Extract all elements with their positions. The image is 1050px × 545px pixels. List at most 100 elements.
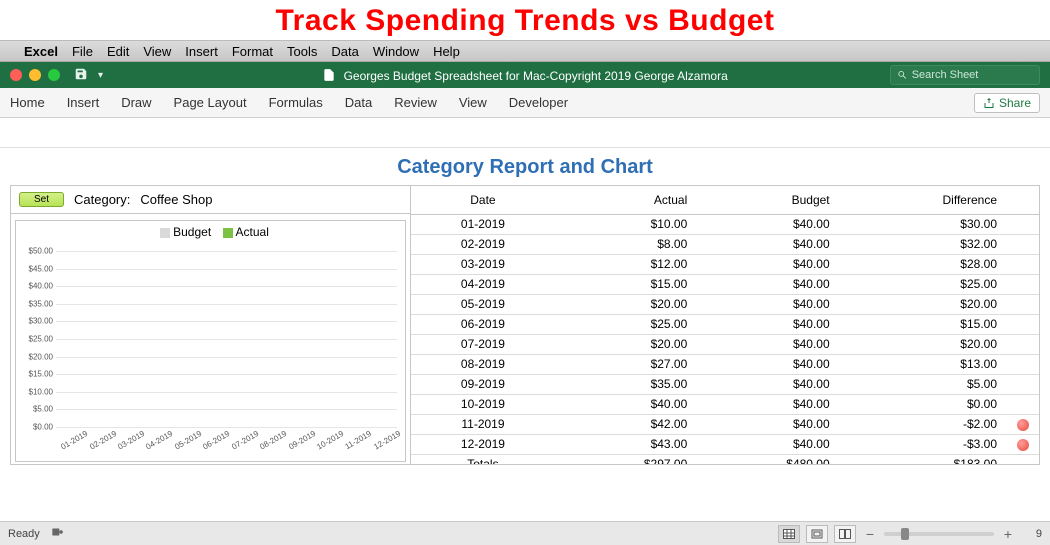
menu-view[interactable]: View <box>143 44 171 59</box>
cell-date: 02-2019 <box>411 234 555 254</box>
cell-date: 06-2019 <box>411 314 555 334</box>
cell-budget: $40.00 <box>697 294 839 314</box>
table-row: 11-2019$42.00$40.00-$2.00 <box>411 414 1039 434</box>
zoom-out-button[interactable]: − <box>862 526 878 542</box>
view-page-break-button[interactable] <box>834 525 856 543</box>
table-row: 10-2019$40.00$40.00$0.00 <box>411 394 1039 414</box>
menu-data[interactable]: Data <box>331 44 358 59</box>
table-row: 09-2019$35.00$40.00$5.00 <box>411 374 1039 394</box>
tab-data[interactable]: Data <box>345 95 372 110</box>
table-header-row: Date Actual Budget Difference <box>411 186 1039 214</box>
cell-date: 05-2019 <box>411 294 555 314</box>
y-axis-label: $50.00 <box>29 247 53 256</box>
category-row: Set Category: Coffee Shop <box>11 186 410 214</box>
x-axis-label: 12-2019 <box>372 429 402 451</box>
macro-record-icon[interactable] <box>50 525 64 542</box>
cell-indicator <box>1007 294 1039 314</box>
table-row: 12-2019$43.00$40.00-$3.00 <box>411 434 1039 454</box>
y-axis-label: $20.00 <box>29 352 53 361</box>
app-menu[interactable]: Excel <box>24 44 58 59</box>
menu-window[interactable]: Window <box>373 44 419 59</box>
document-title: Georges Budget Spreadsheet for Mac-Copyr… <box>0 68 1050 83</box>
cell-budget: $40.00 <box>697 374 839 394</box>
x-axis-label: 07-2019 <box>230 429 260 451</box>
cell-date: 07-2019 <box>411 334 555 354</box>
cell-totals-budget: $480.00 <box>697 454 839 464</box>
cell-indicator <box>1007 214 1039 234</box>
report-left: Set Category: Coffee Shop Budget Actual … <box>11 186 411 464</box>
menu-tools[interactable]: Tools <box>287 44 317 59</box>
table-row: 08-2019$27.00$40.00$13.00 <box>411 354 1039 374</box>
table-row: 02-2019$8.00$40.00$32.00 <box>411 234 1039 254</box>
menu-format[interactable]: Format <box>232 44 273 59</box>
table-row: 03-2019$12.00$40.00$28.00 <box>411 254 1039 274</box>
cell-actual: $43.00 <box>555 434 697 454</box>
table-row: 07-2019$20.00$40.00$20.00 <box>411 334 1039 354</box>
legend-budget-label: Budget <box>173 225 211 239</box>
col-actual: Actual <box>555 186 697 214</box>
chart-plot: $0.00$5.00$10.00$15.00$20.00$25.00$30.00… <box>56 251 397 427</box>
cell-indicator <box>1007 434 1039 454</box>
share-button[interactable]: Share <box>974 93 1040 113</box>
cell-date: 04-2019 <box>411 274 555 294</box>
view-page-layout-button[interactable] <box>806 525 828 543</box>
x-axis-label: 08-2019 <box>258 429 288 451</box>
cell-actual: $40.00 <box>555 394 697 414</box>
x-axis-label: 11-2019 <box>344 429 373 451</box>
cell-budget: $40.00 <box>697 354 839 374</box>
cell-actual: $10.00 <box>555 214 697 234</box>
view-normal-button[interactable] <box>778 525 800 543</box>
cell-totals-difference: $183.00 <box>840 454 1007 464</box>
cell-difference: $0.00 <box>840 394 1007 414</box>
mac-menubar: Excel File Edit View Insert Format Tools… <box>0 40 1050 62</box>
x-axis-label: 04-2019 <box>145 429 175 451</box>
x-axis-label: 01-2019 <box>59 429 89 451</box>
cell-actual: $12.00 <box>555 254 697 274</box>
y-axis-label: $35.00 <box>29 299 53 308</box>
chart: Budget Actual $0.00$5.00$10.00$15.00$20.… <box>15 220 406 462</box>
cell-difference: -$2.00 <box>840 414 1007 434</box>
statusbar: Ready − + 9 <box>0 521 1050 545</box>
tab-insert[interactable]: Insert <box>67 95 100 110</box>
category-label: Category: <box>74 192 130 207</box>
y-axis-label: $25.00 <box>29 335 53 344</box>
legend-budget-swatch <box>160 228 170 238</box>
tab-draw[interactable]: Draw <box>121 95 151 110</box>
cell-indicator <box>1007 254 1039 274</box>
zoom-in-button[interactable]: + <box>1000 526 1016 542</box>
report-right: Date Actual Budget Difference 01-2019$10… <box>411 186 1039 464</box>
cell-budget: $40.00 <box>697 334 839 354</box>
cell-actual: $27.00 <box>555 354 697 374</box>
cell-budget: $40.00 <box>697 254 839 274</box>
cell-indicator <box>1007 314 1039 334</box>
cell-actual: $35.00 <box>555 374 697 394</box>
table-row: 01-2019$10.00$40.00$30.00 <box>411 214 1039 234</box>
menu-help[interactable]: Help <box>433 44 460 59</box>
tab-developer[interactable]: Developer <box>509 95 568 110</box>
tab-home[interactable]: Home <box>10 95 45 110</box>
cell-totals-label: Totals <box>411 454 555 464</box>
menu-file[interactable]: File <box>72 44 93 59</box>
tab-page-layout[interactable]: Page Layout <box>174 95 247 110</box>
cell-difference: $30.00 <box>840 214 1007 234</box>
y-axis-label: $10.00 <box>29 387 53 396</box>
cell-budget: $40.00 <box>697 414 839 434</box>
menu-edit[interactable]: Edit <box>107 44 129 59</box>
zoom-slider[interactable] <box>884 532 994 536</box>
y-axis-label: $0.00 <box>33 423 53 432</box>
negative-indicator-icon <box>1017 419 1029 431</box>
cell-date: 11-2019 <box>411 414 555 434</box>
cell-difference: $20.00 <box>840 294 1007 314</box>
tab-view[interactable]: View <box>459 95 487 110</box>
tab-review[interactable]: Review <box>394 95 437 110</box>
table-row: 04-2019$15.00$40.00$25.00 <box>411 274 1039 294</box>
col-indicator <box>1007 186 1039 214</box>
cell-actual: $20.00 <box>555 294 697 314</box>
set-button[interactable]: Set <box>19 192 64 207</box>
status-ready: Ready <box>8 528 40 540</box>
x-axis-label: 03-2019 <box>116 429 146 451</box>
menu-insert[interactable]: Insert <box>185 44 218 59</box>
tab-formulas[interactable]: Formulas <box>269 95 323 110</box>
cell-difference: -$3.00 <box>840 434 1007 454</box>
cell-totals-actual: $297.00 <box>555 454 697 464</box>
